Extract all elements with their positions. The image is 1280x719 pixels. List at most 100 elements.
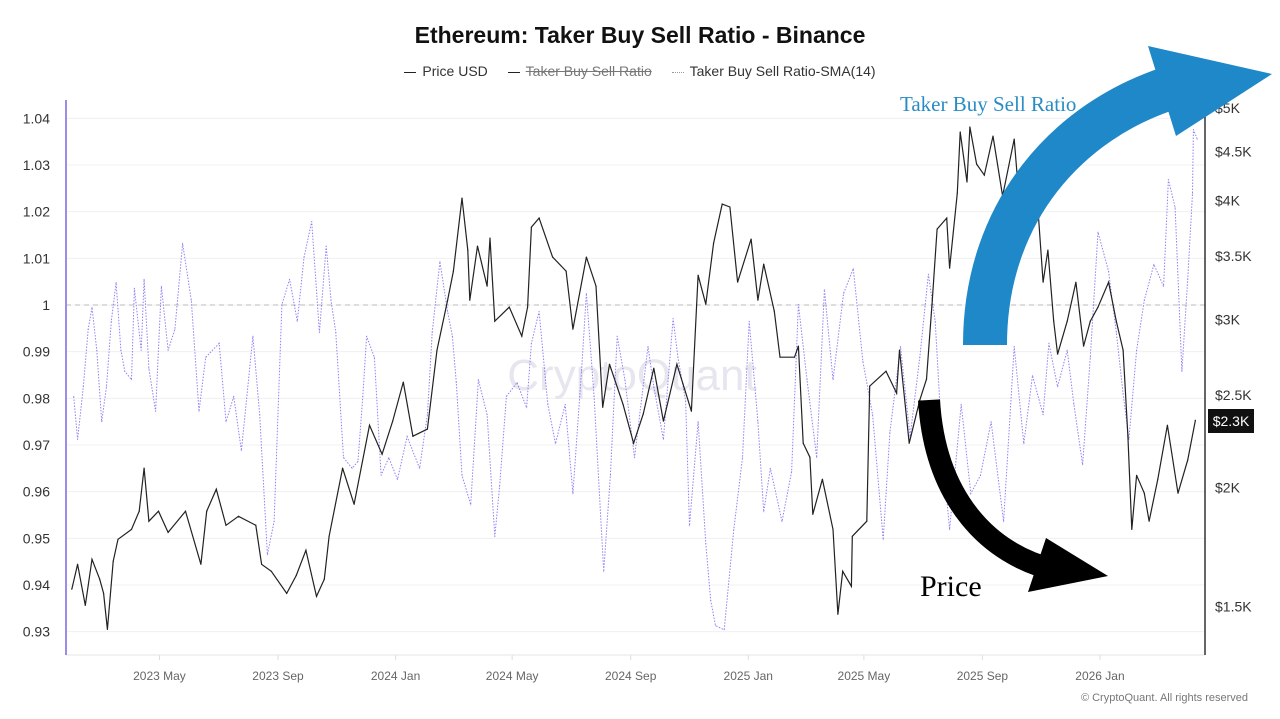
- sma-point: [979, 474, 982, 476]
- price-point: [1166, 424, 1169, 426]
- price-point: [392, 420, 394, 422]
- price-point: [368, 424, 371, 426]
- price-point: [1075, 281, 1077, 283]
- price-point: [295, 574, 297, 576]
- sma-point: [494, 535, 496, 538]
- sma-point: [714, 625, 717, 627]
- price-point: [1089, 320, 1091, 322]
- sma-point: [593, 395, 595, 398]
- sma-point: [1174, 206, 1176, 209]
- sma-point: [688, 525, 691, 527]
- price-point: [486, 285, 488, 287]
- price-point: [653, 367, 655, 369]
- y-left-tick-label: 0.96: [23, 484, 50, 500]
- sma-point: [889, 431, 891, 433]
- price-point: [842, 570, 844, 572]
- sma-point: [73, 395, 75, 398]
- price-point: [837, 613, 839, 615]
- sma-point: [1191, 192, 1194, 195]
- price-point: [353, 503, 355, 505]
- sma-point: [101, 421, 103, 423]
- price-point: [184, 510, 187, 512]
- sma-point: [1003, 520, 1005, 523]
- x-tick-label: 2025 Jan: [724, 669, 773, 683]
- x-tick-label: 2025 May: [838, 669, 891, 683]
- y-left-tick-label: 1: [42, 297, 50, 313]
- sma-point: [1066, 349, 1068, 351]
- price-point: [157, 510, 160, 512]
- price-point: [572, 328, 574, 330]
- price-arrow-head: [1028, 538, 1108, 592]
- sma-point: [1097, 231, 1099, 233]
- price-point: [602, 406, 604, 408]
- price-point: [832, 528, 834, 530]
- sma-point: [530, 342, 533, 344]
- price-point: [446, 299, 449, 301]
- legend-item-ratio[interactable]: Taker Buy Sell Ratio: [507, 63, 652, 79]
- sma-point: [572, 492, 574, 495]
- sma-point: [455, 381, 457, 384]
- sma-point: [115, 282, 117, 284]
- sma-point: [388, 457, 390, 459]
- sma-point: [852, 268, 854, 270]
- sma-point: [1187, 278, 1189, 280]
- price-point: [255, 524, 257, 526]
- sma-point: [791, 471, 793, 473]
- sma-point: [124, 370, 126, 372]
- price-point: [959, 131, 961, 133]
- price-point: [812, 513, 814, 515]
- price-point: [467, 249, 469, 251]
- sma-point: [1115, 331, 1117, 334]
- price-point: [757, 299, 759, 301]
- price-point: [494, 320, 496, 322]
- sma-point: [266, 554, 268, 556]
- sma-point: [806, 379, 808, 381]
- sma-point: [547, 403, 549, 405]
- legend-item-price[interactable]: Price USD: [404, 63, 488, 79]
- sma-point: [91, 306, 93, 308]
- price-point: [526, 306, 529, 308]
- sma-point: [990, 421, 992, 423]
- sma-point: [225, 421, 227, 423]
- price-point: [885, 370, 887, 372]
- sma-point: [311, 220, 313, 223]
- sma-point: [934, 320, 936, 322]
- price-point: [1042, 281, 1044, 283]
- sma-point: [105, 386, 108, 388]
- price-point: [452, 270, 454, 272]
- y-left-tick-label: 1.03: [23, 157, 50, 173]
- sma-point: [927, 273, 930, 275]
- price-point: [138, 510, 140, 512]
- sma-point: [816, 457, 818, 459]
- sma-point: [281, 303, 283, 306]
- sma-point: [1153, 263, 1155, 265]
- price-point: [1194, 419, 1196, 421]
- sma-point: [960, 403, 962, 405]
- sma-point: [748, 320, 750, 322]
- sma-point: [616, 335, 618, 337]
- sma-point: [538, 310, 540, 313]
- sma-point: [218, 342, 220, 344]
- price-point: [102, 592, 105, 595]
- price-point: [206, 510, 208, 512]
- sma-point: [710, 599, 712, 602]
- price-point: [931, 299, 933, 301]
- price-point: [1108, 281, 1110, 283]
- sma-point: [259, 414, 261, 416]
- price-point: [721, 203, 723, 205]
- sma-point: [862, 360, 864, 363]
- price-point: [1157, 478, 1159, 480]
- sma-point: [190, 299, 192, 301]
- price-point: [608, 363, 611, 365]
- price-point: [225, 524, 227, 526]
- x-tick-label: 2024 May: [486, 669, 539, 683]
- price-point: [632, 442, 635, 444]
- price-point: [969, 126, 971, 128]
- sma-point: [763, 511, 765, 513]
- watermark: CryptoQuant: [507, 351, 756, 400]
- y-left-tick-label: 1.04: [23, 110, 50, 126]
- sma-point: [554, 443, 557, 445]
- legend-item-sma[interactable]: Taker Buy Sell Ratio-SMA(14): [671, 63, 876, 79]
- sma-point: [130, 379, 133, 381]
- sma-point: [406, 436, 408, 438]
